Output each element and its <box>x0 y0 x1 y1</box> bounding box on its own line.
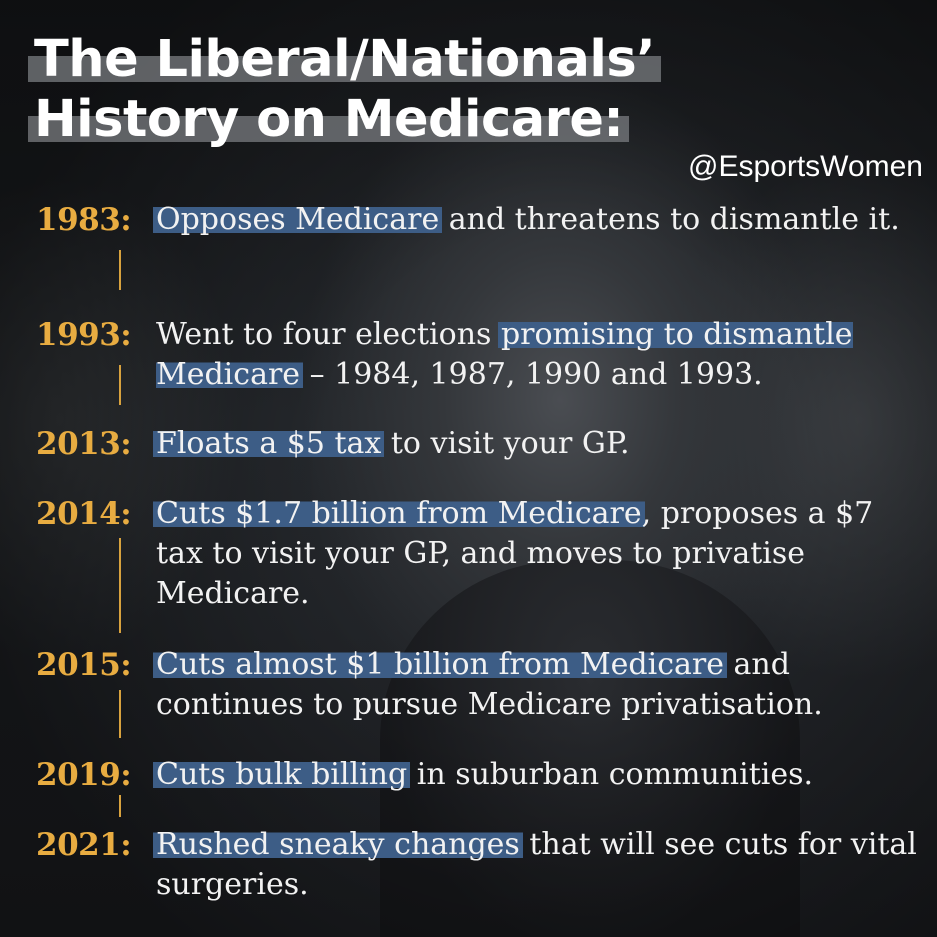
entry-year: 1993: <box>36 317 132 353</box>
headline-line-2: History on Medicare: <box>27 90 630 149</box>
timeline-connector <box>119 795 121 817</box>
headline: The Liberal/Nationals’ History on Medica… <box>27 30 662 150</box>
entry-year: 1983: <box>36 202 132 238</box>
entry-highlight: Opposes Medicare <box>153 202 443 237</box>
entry-year: 2015: <box>36 647 132 683</box>
entry-text: and continues to pursue Medicare privati… <box>156 647 823 722</box>
entry-text: to visit your GP. <box>381 426 630 461</box>
entry-description: Cuts almost $1 billion from Medicare and… <box>153 645 926 725</box>
entry-year: 2014: <box>36 496 132 532</box>
author-handle: @EsportsWomen <box>688 150 923 183</box>
entry-text: and threatens to dismantle it. <box>439 202 900 237</box>
timeline-connector <box>119 690 121 738</box>
timeline-connector <box>119 250 121 290</box>
entry-highlight: Cuts bulk billing <box>153 757 411 792</box>
entry-text: – 1984, 1987, 1990 and 1993. <box>300 357 763 392</box>
entry-year: 2019: <box>36 757 132 793</box>
entry-description: Cuts $1.7 billion from Medicare, propose… <box>153 494 926 614</box>
entry-highlight: Floats a $5 tax <box>153 426 385 461</box>
entry-highlight: Cuts almost $1 billion from Medicare <box>153 647 727 682</box>
entry-text: Went to four elections <box>156 317 501 352</box>
timeline-connector <box>119 365 121 405</box>
entry-text: , proposes a $7 tax to visit your GP, an… <box>156 496 874 611</box>
entry-highlight: Rushed sneaky changes <box>153 827 523 862</box>
headline-line-1: The Liberal/Nationals’ <box>27 30 662 89</box>
entry-highlight: Cuts $1.7 billion from Medicare <box>153 496 645 531</box>
entry-year: 2013: <box>36 426 132 462</box>
entry-year: 2021: <box>36 827 132 863</box>
entry-description: Floats a $5 tax to visit your GP. <box>153 424 926 464</box>
background-figure <box>380 560 800 937</box>
entry-description: Rushed sneaky changes that will see cuts… <box>153 825 926 905</box>
entry-text: that will see cuts for vital surgeries. <box>156 827 917 902</box>
entry-text: in suburban communities. <box>407 757 814 792</box>
entry-description: Cuts bulk billing in suburban communitie… <box>153 755 926 795</box>
timeline-connector <box>119 538 121 633</box>
entry-description: Went to four elections promising to dism… <box>156 315 926 395</box>
entry-description: Opposes Medicare and threatens to disman… <box>153 200 926 240</box>
